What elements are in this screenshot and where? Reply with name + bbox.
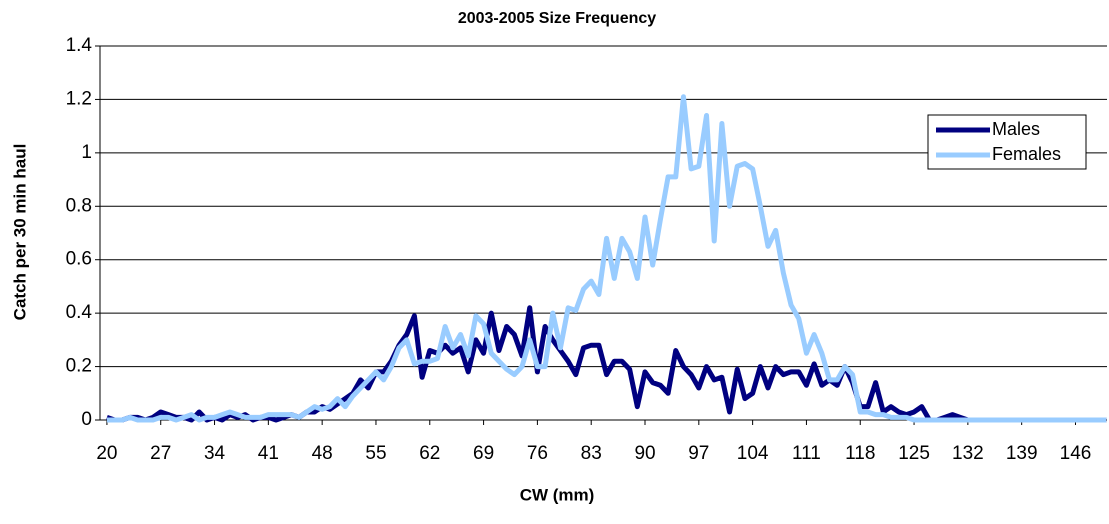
y-tick-label: 0.2 xyxy=(66,356,92,377)
chart-title: 2003-2005 Size Frequency xyxy=(458,10,656,27)
x-tick-label: 41 xyxy=(258,443,279,464)
legend-box xyxy=(927,114,1087,170)
x-axis-label: CW (mm) xyxy=(520,485,595,504)
x-tick-label: 125 xyxy=(898,443,930,464)
x-tick-label: 48 xyxy=(312,443,333,464)
x-tick-label: 139 xyxy=(1006,443,1038,464)
x-tick-label: 118 xyxy=(845,443,875,464)
x-tick-label: 83 xyxy=(581,443,602,464)
y-tick-label: 1.4 xyxy=(66,35,93,56)
x-tick-label: 20 xyxy=(96,443,117,464)
y-tick-label: 0.8 xyxy=(66,195,92,216)
x-tick-label: 27 xyxy=(150,443,171,464)
y-tick-label: 1 xyxy=(81,142,92,163)
y-tick-label: 0 xyxy=(81,409,92,430)
legend-label: Females xyxy=(992,144,1061,164)
series-line xyxy=(106,305,1107,423)
x-tick-label: 132 xyxy=(952,443,984,464)
y-axis-label: Catch per 30 min haul xyxy=(10,144,29,321)
x-tick-label: 62 xyxy=(419,443,440,464)
y-tick-label: 0.4 xyxy=(66,302,93,323)
y-tick-label: 1.2 xyxy=(66,88,92,109)
series-line xyxy=(106,94,1107,423)
legend-label: Males xyxy=(992,119,1040,139)
x-tick-label: 69 xyxy=(473,443,494,464)
y-tick-label: 0.6 xyxy=(66,249,92,270)
x-tick-label: 90 xyxy=(634,443,655,464)
x-tick-label: 97 xyxy=(688,443,709,464)
x-tick-label: 34 xyxy=(204,443,226,464)
x-tick-label: 146 xyxy=(1060,443,1092,464)
x-tick-label: 104 xyxy=(737,443,769,464)
x-tick-label: 76 xyxy=(527,443,548,464)
x-tick-label: 55 xyxy=(365,443,386,464)
x-tick-label: 111 xyxy=(792,443,821,464)
